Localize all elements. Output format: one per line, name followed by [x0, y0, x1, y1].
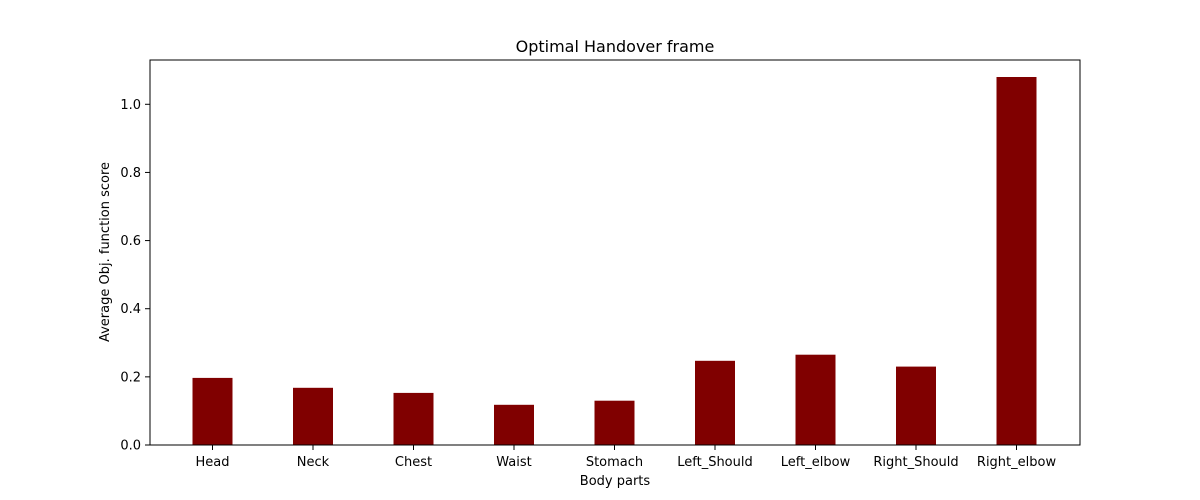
- x-tick-label: Head: [196, 455, 230, 470]
- bar-head: [192, 377, 233, 445]
- chart-title: Optimal Handover frame: [516, 37, 715, 56]
- y-tick-label: 0.2: [120, 370, 141, 385]
- x-tick-label: Neck: [297, 455, 330, 470]
- bar-left-should: [695, 360, 735, 445]
- y-tick-label: 0.6: [120, 234, 141, 249]
- x-tick-label: Right_elbow: [977, 455, 1057, 470]
- bar-neck: [293, 387, 333, 445]
- bar-left-elbow: [795, 354, 836, 445]
- bar-right-should: [896, 366, 936, 445]
- y-tick-label: 1.0: [120, 98, 141, 113]
- bar-right-elbow: [996, 77, 1037, 445]
- x-tick-label: Right_Should: [873, 455, 958, 470]
- y-axis: 0.0 0.2 0.4 0.6 0.8 1.0: [120, 98, 150, 454]
- y-tick-label: 0.0: [120, 439, 141, 454]
- y-tick-label: 0.8: [120, 166, 141, 181]
- bar-chest: [393, 392, 434, 445]
- x-tick-label: Waist: [496, 455, 531, 470]
- bar-stomach: [594, 400, 635, 445]
- x-tick-label: Stomach: [586, 455, 643, 470]
- bar-waist: [494, 404, 534, 445]
- y-tick-label: 0.4: [120, 302, 141, 317]
- plot-frame: [149, 59, 1081, 446]
- x-tick-label: Left_Should: [677, 455, 753, 470]
- x-tick-label: Chest: [395, 455, 432, 470]
- x-tick-label: Left_elbow: [781, 455, 851, 470]
- y-axis-label: Average Obj. function score: [98, 162, 113, 342]
- x-axis-label: Body parts: [580, 474, 651, 489]
- bars-layer: [192, 77, 1037, 445]
- x-axis: Head Neck Chest Waist Stomach Left_Should Left…: [196, 445, 1057, 470]
